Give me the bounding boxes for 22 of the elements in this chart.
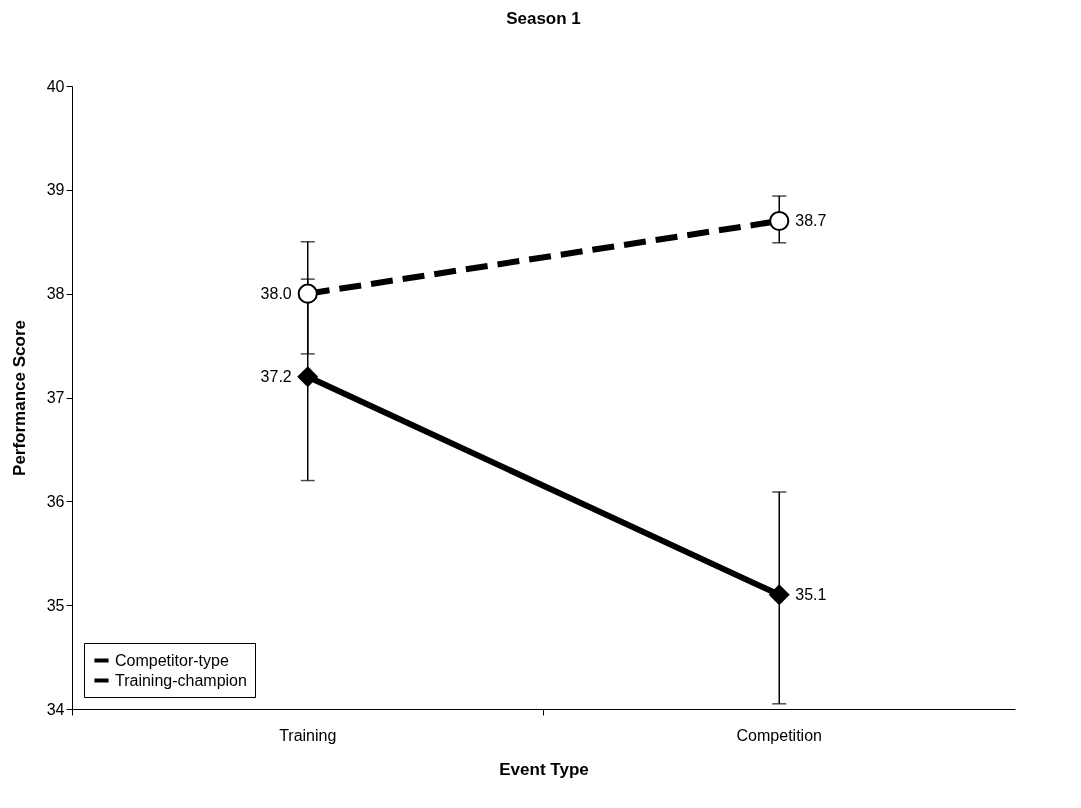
point xyxy=(769,210,790,232)
y-tick-label: 39 xyxy=(46,181,65,199)
point xyxy=(297,283,318,304)
y-tick-label: 38 xyxy=(46,285,65,303)
y-tick-label: 36 xyxy=(46,492,65,510)
data-label: 38.7 xyxy=(795,211,827,229)
chart-title: Season 1 xyxy=(506,9,581,28)
legend-label: Training-champion xyxy=(115,671,247,689)
data-label: 37.2 xyxy=(260,367,292,385)
y-tick-label: 40 xyxy=(46,77,65,95)
y-axis-title: Performance Score xyxy=(9,320,29,476)
data-label: 38.0 xyxy=(260,284,292,302)
x-tick-label: Training xyxy=(279,726,337,744)
point xyxy=(769,584,790,605)
y-tick-label: 34 xyxy=(46,700,65,718)
data-label: 35.1 xyxy=(795,585,827,603)
y-tick-label: 37 xyxy=(46,389,65,406)
y-tick-label: 35 xyxy=(46,596,65,614)
legend-label: Competitor-type xyxy=(115,651,229,669)
point xyxy=(297,366,318,387)
x-axis-title: Event Type xyxy=(499,759,589,779)
x-tick-label: Competition xyxy=(736,726,822,744)
